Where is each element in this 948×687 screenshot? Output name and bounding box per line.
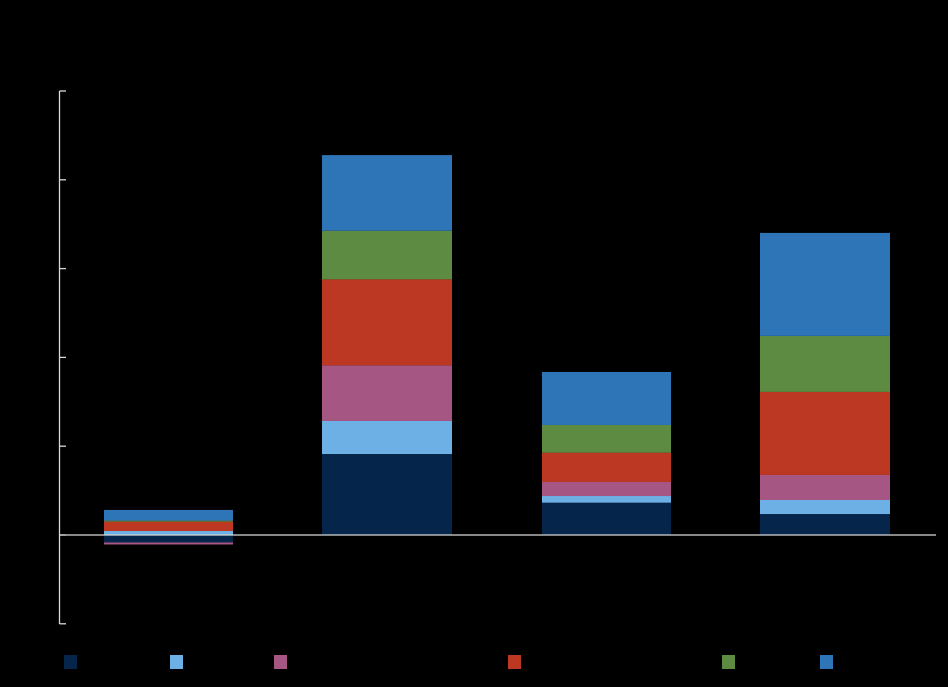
bar-segment: [322, 279, 452, 366]
legend-swatch: [170, 655, 183, 669]
bar-segment: [542, 371, 671, 425]
bar-group: [104, 509, 233, 545]
legend-swatch: [508, 655, 521, 669]
bar-group: [760, 232, 890, 535]
legend-swatch: [722, 655, 735, 669]
y-axis: [58, 90, 936, 625]
bar-segment: [542, 452, 671, 482]
legend-item: [508, 655, 527, 669]
bar-segment: [322, 454, 452, 535]
bar-segment: [760, 474, 890, 501]
bar-group: [322, 155, 452, 535]
legend-item: [64, 655, 83, 669]
bar-segment: [104, 531, 233, 535]
bar-segment: [104, 535, 233, 543]
bar-segment: [760, 391, 890, 475]
legend-item: [722, 655, 741, 669]
bar-segment: [760, 335, 890, 392]
legend: [0, 655, 948, 669]
bar-segment: [104, 521, 233, 531]
legend-swatch: [274, 655, 287, 669]
bar-segment: [542, 424, 671, 453]
legend-item: [170, 655, 189, 669]
bar-group: [542, 371, 671, 535]
bar-segment: [542, 502, 671, 535]
bar-segment: [322, 420, 452, 455]
bar-segment: [322, 155, 452, 231]
legend-item: [274, 655, 293, 669]
bar-segment: [760, 500, 890, 515]
legend-swatch: [64, 655, 77, 669]
legend-item: [820, 655, 839, 669]
legend-swatch: [820, 655, 833, 669]
bar-segment: [104, 520, 233, 522]
bar-segment: [322, 365, 452, 421]
bar-segment: [542, 481, 671, 497]
bar-segment: [760, 232, 890, 336]
bars-layer: [104, 155, 890, 545]
bar-segment: [542, 496, 671, 503]
bar-segment: [104, 542, 233, 545]
bar-segment: [760, 514, 890, 535]
bar-segment: [322, 230, 452, 280]
bar-segment: [104, 509, 233, 521]
